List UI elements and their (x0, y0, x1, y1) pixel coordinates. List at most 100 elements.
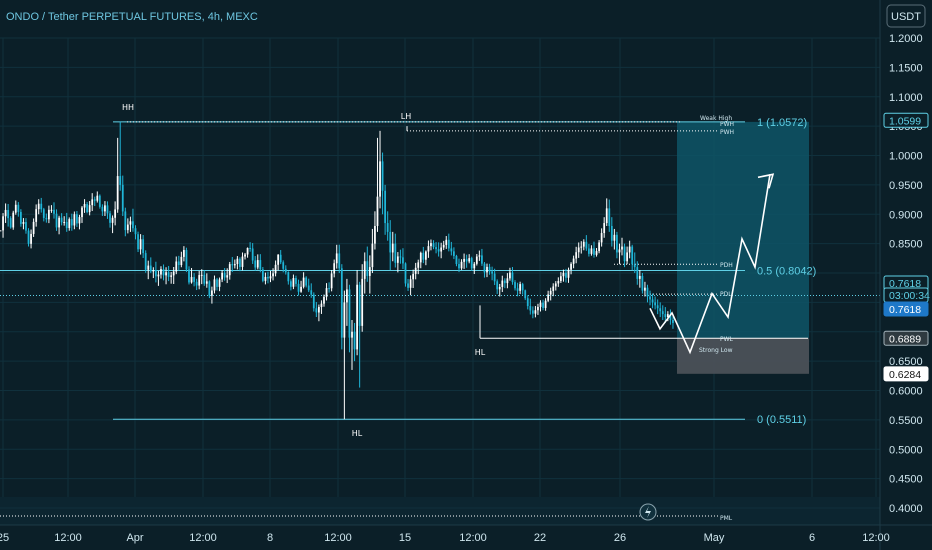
candle-body (40, 203, 43, 210)
candle-body (531, 310, 534, 314)
candle-body (590, 248, 593, 254)
chart-annotation: LH (401, 112, 411, 121)
candle-body (149, 265, 152, 272)
candle-body (340, 268, 343, 338)
candle-body (371, 243, 374, 268)
candle-body (55, 213, 58, 228)
candle-body (605, 208, 608, 224)
price-badge-text: 03:00:34 (889, 290, 930, 302)
candle-body (567, 269, 570, 278)
currency-button-frame[interactable] (886, 4, 926, 28)
candle-body (598, 242, 600, 252)
candle-body (63, 222, 66, 224)
candle-body (496, 281, 499, 290)
candle-body (70, 219, 73, 226)
time-tick-label: 12:00 (324, 532, 352, 544)
candle-body (626, 252, 628, 262)
candle-body (562, 272, 565, 277)
candle-body (4, 209, 7, 217)
candle-body (231, 264, 234, 266)
projection-box (677, 121, 809, 339)
candle-body (121, 184, 124, 212)
candle-body (621, 246, 623, 250)
candle-body (549, 290, 552, 295)
candle-body (223, 272, 226, 278)
candle-body (96, 195, 99, 201)
candle-body (244, 254, 246, 257)
candle-body (315, 308, 318, 313)
candle-body (32, 221, 35, 234)
replay-button[interactable] (639, 503, 657, 521)
candle-body (330, 273, 333, 289)
candle-body (284, 268, 287, 273)
currency-button-label[interactable]: USDT (891, 11, 921, 23)
candle-body (404, 263, 407, 284)
candle-body (157, 274, 160, 277)
time-tick-label: 12:00 (54, 532, 82, 544)
price-tick-label: 0.4500 (889, 474, 923, 486)
candle-body (486, 266, 488, 273)
candle-body (470, 258, 473, 269)
price-badge (883, 330, 929, 346)
candle-body (60, 217, 63, 223)
candle-body (534, 310, 537, 314)
candle-body (81, 207, 83, 218)
chart-annotation: PWH (720, 121, 734, 128)
candle-body (358, 284, 361, 326)
candle-body (595, 251, 598, 255)
chart-annotation: HL (475, 348, 486, 357)
price-axis-panel[interactable] (880, 0, 932, 550)
candle-body (65, 222, 68, 229)
candle-body (279, 254, 282, 263)
candle-body (170, 275, 173, 277)
candle-body (218, 279, 221, 287)
time-tick-label: 8 (267, 532, 273, 544)
price-axis: 1.20001.15001.10001.05001.00000.95000.90… (889, 33, 923, 515)
candle-body (300, 286, 302, 292)
candle-body (30, 233, 32, 244)
candle-body (654, 302, 657, 306)
candle-body (183, 249, 185, 257)
candle-body (659, 308, 662, 312)
candle-body (588, 248, 590, 254)
chart-annotation: Weak High (700, 115, 732, 122)
candle-body (221, 272, 223, 280)
candle-body (264, 276, 267, 281)
candle-body (213, 279, 216, 291)
candle-body (473, 263, 476, 269)
candle-body (547, 294, 550, 301)
candle-body (501, 280, 504, 287)
candle-body (58, 217, 60, 228)
currency-button[interactable]: USDT (886, 4, 926, 28)
candle-body (379, 161, 381, 197)
candle-body (282, 262, 285, 269)
candle-body (305, 277, 308, 286)
candle-body (277, 254, 280, 265)
level-lines: 1 (1.0572) 0.5 (0.8042) 0 (0.5511) (0, 117, 880, 517)
candle-body (88, 205, 91, 213)
time-tick-label: 22 (534, 532, 546, 544)
candle-body (613, 234, 616, 241)
projection-arrowhead (757, 173, 775, 189)
candle-body (50, 209, 53, 211)
candle-body (328, 288, 330, 290)
candle-body (216, 279, 218, 287)
price-badge-text: 0.6889 (889, 333, 921, 345)
candle-body (256, 260, 259, 268)
candle-body (188, 269, 190, 283)
candle-body (274, 264, 277, 274)
price-badge (883, 366, 929, 382)
candle-body (251, 248, 254, 261)
candle-body (409, 279, 412, 288)
candle-body (338, 253, 341, 269)
price-tick-label: 0.5000 (889, 444, 923, 456)
candle-body (9, 218, 12, 228)
candle-body (672, 320, 674, 323)
candle-body (649, 296, 651, 300)
candle-body (93, 199, 96, 201)
candle-body (302, 277, 305, 287)
price-tick-label: 0.5500 (889, 415, 923, 427)
candle-body (185, 249, 188, 270)
price-tick-label: 0.9000 (889, 209, 923, 221)
